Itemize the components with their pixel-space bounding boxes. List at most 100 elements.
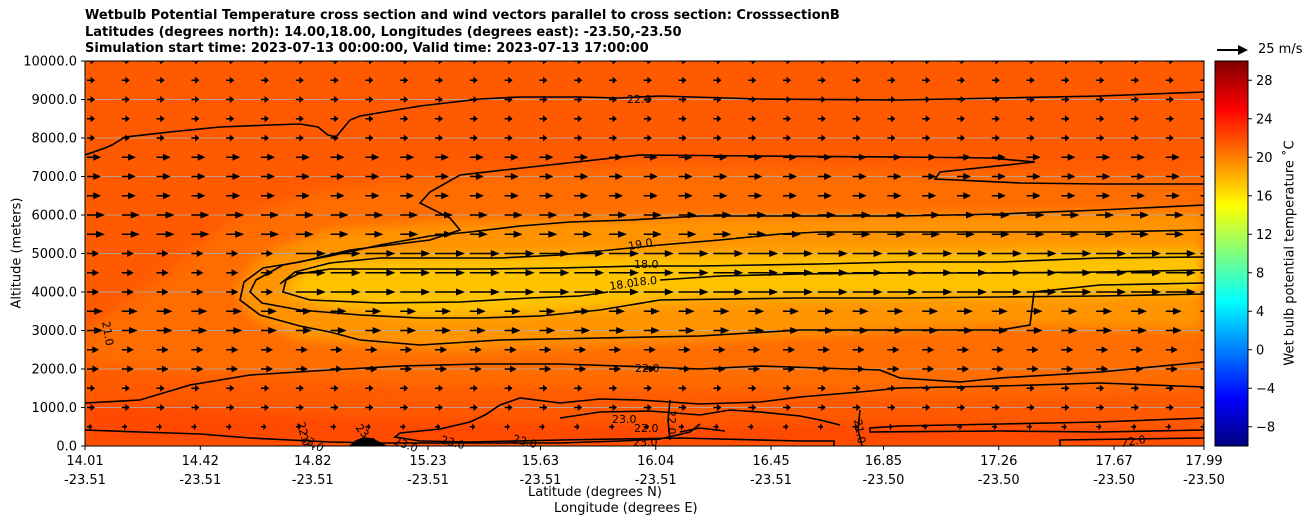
colorbar-ticks: −8 −4 0 4 8 12 16 20 24 28 — [1248, 74, 1275, 435]
wind-vector — [678, 192, 693, 200]
wind-vector — [922, 269, 953, 277]
wind-vector — [1131, 211, 1149, 219]
wind-vector — [1131, 192, 1145, 200]
wind-vector — [1131, 173, 1145, 180]
wind-vector — [469, 288, 500, 296]
wind-vector — [1096, 230, 1115, 238]
wind-vector — [435, 288, 465, 296]
wind-vector — [191, 153, 206, 161]
wind-vector — [852, 61, 861, 65]
wind-vector — [295, 365, 308, 373]
wind-vector — [713, 346, 726, 354]
wind-vector — [783, 61, 791, 65]
wind-vector — [713, 384, 722, 392]
colorbar-tick-label: 4 — [1256, 305, 1264, 320]
wind-vector — [1200, 329, 1204, 332]
wind-vector — [748, 115, 757, 123]
wind-vector — [365, 153, 380, 161]
wind-vector — [121, 384, 130, 392]
wind-vector — [226, 365, 239, 373]
wind-vector — [400, 173, 415, 180]
wind-vector — [1096, 269, 1127, 277]
wind-vector — [817, 346, 830, 354]
x-axis-label-longitude: Longitude (degrees E) — [554, 501, 698, 516]
wind-vector — [991, 327, 1008, 334]
wind-vector — [817, 173, 832, 180]
wind-vector — [643, 192, 658, 200]
wind-vector — [330, 96, 339, 103]
wind-vector — [226, 346, 239, 354]
wind-vector — [991, 288, 1022, 296]
wind-vector — [1200, 233, 1204, 236]
wind-vector — [191, 404, 200, 411]
wind-vector — [1131, 96, 1139, 103]
wind-vector — [643, 269, 674, 277]
wind-vector — [817, 365, 830, 373]
wind-vector — [226, 327, 243, 334]
wind-vector — [261, 153, 275, 161]
wind-vector — [1061, 307, 1078, 315]
wind-vector — [1061, 327, 1078, 334]
wind-vector — [226, 134, 235, 142]
wind-vector — [469, 230, 488, 238]
wind-vector — [400, 230, 419, 238]
wind-vector — [1096, 96, 1105, 103]
wind-vector — [643, 115, 652, 123]
wind-vector — [330, 134, 339, 142]
wind-vector — [748, 423, 754, 431]
wind-vector — [295, 153, 310, 161]
wind-vector — [643, 327, 660, 334]
colorbar-tick-label: 0 — [1256, 343, 1264, 358]
wind-vector — [469, 307, 486, 315]
quiver-key-label: 25 m/s — [1258, 42, 1303, 57]
wind-vector — [330, 365, 343, 373]
wind-vector — [330, 346, 343, 354]
wind-vector — [1131, 288, 1161, 296]
wind-vector — [957, 250, 987, 257]
wind-vector — [330, 153, 345, 161]
wind-vector — [887, 269, 918, 277]
wind-vector — [87, 134, 95, 142]
wind-vector — [261, 327, 277, 334]
wind-vector — [887, 365, 900, 373]
wind-vector — [748, 365, 761, 373]
wind-vector — [887, 76, 896, 84]
wind-vector — [295, 288, 326, 296]
wind-vector — [678, 288, 709, 296]
wind-vector — [295, 327, 312, 334]
wind-vector — [539, 76, 548, 84]
wind-vector — [783, 230, 801, 238]
wind-vector — [574, 134, 583, 142]
wind-vector — [574, 173, 589, 180]
wind-vector — [1165, 153, 1180, 161]
wind-vector — [330, 269, 361, 277]
wind-vector — [817, 288, 848, 296]
wind-vector — [1131, 153, 1145, 161]
wind-vector — [365, 76, 374, 84]
wind-vector — [435, 61, 443, 65]
wind-vector — [400, 115, 409, 123]
wind-vector — [295, 404, 304, 411]
wind-vector — [922, 153, 937, 161]
contour-label: 23.0 — [612, 413, 637, 426]
wind-vector — [400, 423, 406, 431]
wind-vector — [261, 173, 275, 180]
wind-vector — [1026, 192, 1041, 200]
wind-vector — [539, 153, 554, 161]
wind-vector — [887, 423, 893, 431]
x-tick-label-lat: 15.23 — [409, 454, 446, 469]
wind-vector — [226, 76, 235, 84]
x-tick-label-lon: -23.51 — [407, 473, 449, 488]
wind-vector — [156, 423, 162, 431]
contour-surface-dome — [348, 437, 387, 446]
wind-vector — [261, 96, 269, 103]
wind-vector — [783, 327, 799, 334]
colorbar-tick-label: 8 — [1256, 266, 1264, 281]
wind-vector — [852, 307, 869, 315]
wind-vector — [817, 384, 826, 392]
wind-vector — [330, 250, 361, 257]
wind-vector — [400, 404, 409, 411]
contour-label: 23.0 — [511, 432, 538, 451]
wind-vector — [922, 96, 931, 103]
wind-vector — [957, 173, 971, 180]
